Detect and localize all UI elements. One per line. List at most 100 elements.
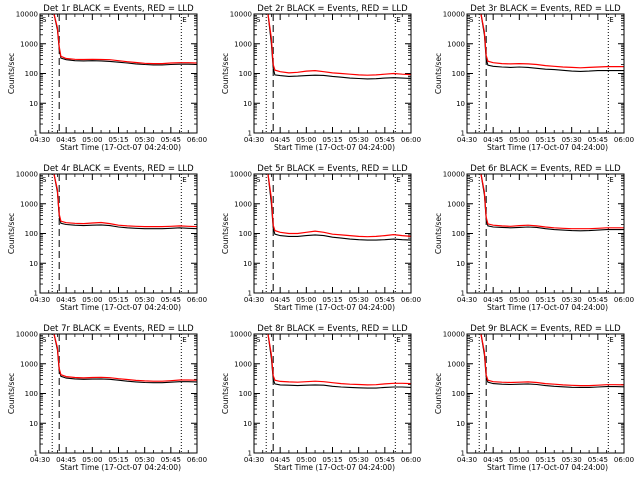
x-tick-label: 05:45	[161, 456, 181, 464]
events-series-line	[267, 334, 411, 389]
start-marker: S	[469, 176, 474, 184]
events-series-line	[480, 14, 624, 72]
x-tick-label: 05:45	[588, 296, 608, 304]
x-tick-label: 05:45	[161, 296, 181, 304]
y-tick-label: 100	[452, 230, 465, 238]
events-series-line	[267, 174, 411, 241]
y-tick-label: 100	[239, 70, 252, 78]
y-axis-label: Counts/sec	[434, 213, 443, 254]
panel-title: Det 4r BLACK = Events, RED = LLD	[43, 164, 194, 174]
y-tick-label: 10	[243, 260, 252, 268]
y-tick-label: 1000	[447, 200, 465, 208]
detector-panel: Det 7r BLACK = Events, RED = LLD Counts/s…	[7, 324, 207, 472]
y-tick-label: 10000	[16, 331, 38, 339]
y-tick-label: 10000	[16, 11, 38, 19]
y-tick-label: 10	[456, 100, 465, 108]
panel-title: Det 8r BLACK = Events, RED = LLD	[257, 324, 408, 334]
start-marker: S	[256, 336, 261, 344]
start-marker: S	[42, 176, 47, 184]
x-tick-label: 05:30	[562, 456, 582, 464]
y-tick-label: 1	[461, 130, 465, 138]
lld-series-line	[267, 334, 411, 386]
y-tick-label: 10000	[230, 331, 252, 339]
x-tick-label: 04:45	[270, 136, 290, 144]
y-tick-label: 100	[239, 390, 252, 398]
x-tick-label: 05:45	[161, 136, 181, 144]
events-series-line	[480, 174, 624, 232]
x-tick-label: 05:00	[296, 136, 316, 144]
x-tick-label: 05:15	[535, 456, 555, 464]
panel-title: Det 3r BLACK = Events, RED = LLD	[470, 4, 621, 14]
events-series-line	[267, 14, 411, 80]
detector-panel: Det 4r BLACK = Events, RED = LLD Counts/s…	[7, 164, 207, 312]
start-marker: S	[256, 16, 261, 24]
plot-frame	[39, 173, 198, 294]
x-tick-label: 05:00	[296, 456, 316, 464]
x-tick-label: 06:00	[401, 296, 421, 304]
panel-title: Det 6r BLACK = Events, RED = LLD	[470, 164, 621, 174]
y-tick-label: 1000	[234, 360, 252, 368]
y-tick-label: 100	[25, 70, 38, 78]
detector-panel: Det 6r BLACK = Events, RED = LLD Counts/s…	[434, 164, 634, 312]
y-tick-label: 100	[25, 230, 38, 238]
y-axis-label: Counts/sec	[221, 373, 230, 414]
y-tick-label: 10	[456, 420, 465, 428]
y-tick-label: 10000	[230, 171, 252, 179]
y-axis-label: Counts/sec	[221, 213, 230, 254]
panel-title: Det 2r BLACK = Events, RED = LLD	[257, 4, 408, 14]
detector-panel: Det 9r BLACK = Events, RED = LLD Counts/s…	[434, 324, 634, 472]
end-marker: E	[182, 336, 186, 344]
x-tick-label: 05:00	[509, 136, 529, 144]
y-tick-label: 10	[29, 420, 38, 428]
x-tick-label: 04:45	[56, 136, 76, 144]
y-tick-label: 1	[34, 450, 38, 458]
y-tick-label: 1	[461, 290, 465, 298]
end-marker: E	[396, 176, 400, 184]
y-axis-label: Counts/sec	[434, 53, 443, 94]
detector-panel: Det 3r BLACK = Events, RED = LLD Counts/s…	[434, 4, 634, 152]
x-tick-label: 06:00	[401, 456, 421, 464]
detector-panel: Det 1r BLACK = Events, RED = LLD Counts/s…	[7, 4, 207, 152]
y-tick-label: 10000	[16, 171, 38, 179]
y-axis-label: Counts/sec	[7, 213, 16, 254]
end-marker: E	[182, 16, 186, 24]
y-axis-label: Counts/sec	[221, 53, 230, 94]
plot-frame	[253, 173, 412, 294]
x-tick-label: 05:30	[135, 296, 155, 304]
x-axis-label: Start Time (17-Oct-07 04:24:00)	[60, 143, 181, 152]
x-tick-label: 05:00	[509, 456, 529, 464]
x-tick-label: 06:00	[614, 296, 634, 304]
x-tick-label: 04:30	[30, 456, 50, 464]
end-marker: E	[609, 176, 613, 184]
x-tick-label: 04:45	[56, 456, 76, 464]
end-marker: E	[182, 176, 186, 184]
y-tick-label: 1000	[447, 360, 465, 368]
x-tick-label: 04:30	[457, 136, 477, 144]
x-tick-label: 04:30	[244, 136, 264, 144]
y-axis-label: Counts/sec	[7, 373, 16, 414]
x-axis-label: Start Time (17-Oct-07 04:24:00)	[274, 463, 395, 472]
events-series-line	[53, 334, 197, 384]
x-tick-label: 05:15	[535, 296, 555, 304]
start-marker: S	[42, 336, 47, 344]
x-tick-label: 06:00	[187, 296, 207, 304]
y-tick-label: 100	[25, 390, 38, 398]
x-tick-label: 04:30	[244, 296, 264, 304]
x-tick-label: 06:00	[187, 456, 207, 464]
y-tick-label: 10	[29, 100, 38, 108]
x-tick-label: 05:00	[296, 296, 316, 304]
x-tick-label: 04:30	[30, 296, 50, 304]
y-tick-label: 10000	[443, 331, 465, 339]
x-tick-label: 04:45	[483, 296, 503, 304]
x-tick-label: 05:15	[535, 136, 555, 144]
x-tick-label: 04:45	[270, 456, 290, 464]
x-tick-label: 05:30	[349, 136, 369, 144]
plot-frame	[39, 333, 198, 454]
x-tick-label: 06:00	[614, 136, 634, 144]
end-marker: E	[609, 16, 613, 24]
start-marker: S	[469, 336, 474, 344]
events-series-line	[480, 334, 624, 388]
x-tick-label: 05:45	[588, 136, 608, 144]
x-tick-label: 05:00	[509, 296, 529, 304]
